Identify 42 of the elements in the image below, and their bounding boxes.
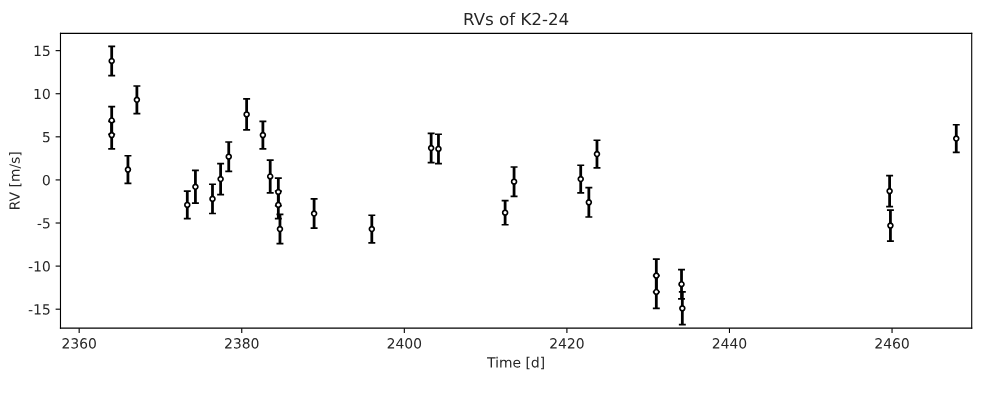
y-tick-label: -15 [28, 304, 50, 315]
point [678, 280, 685, 288]
point [679, 305, 686, 312]
point [435, 145, 442, 153]
point [427, 144, 435, 152]
point [266, 173, 274, 180]
point [953, 135, 960, 142]
y-tick-label: 0 [42, 174, 50, 186]
x-tick-label: 2400 [387, 338, 422, 349]
point [577, 175, 584, 183]
point [887, 222, 894, 229]
x-axis-title: Time [d] [487, 356, 544, 370]
x-tick-label: 2460 [875, 338, 909, 349]
point [593, 150, 601, 158]
y-tick-label: -5 [37, 218, 50, 229]
point [510, 178, 518, 185]
point [192, 183, 199, 191]
y-tick-label: 5 [42, 131, 50, 143]
y-tick-label: 15 [34, 45, 50, 57]
y-tick-label: 10 [34, 88, 50, 100]
point [259, 131, 267, 139]
chart-title: RVs of K2-24 [464, 12, 569, 26]
point [225, 153, 233, 160]
y-tick-label: -10 [28, 261, 50, 272]
x-tick-label: 2440 [712, 338, 747, 349]
x-tick-label: 2380 [225, 338, 259, 349]
x-tick-label: 2360 [62, 338, 96, 349]
point [585, 199, 593, 206]
point [209, 195, 216, 203]
point [368, 225, 376, 233]
point [124, 166, 132, 173]
x-tick-label: 2420 [550, 338, 584, 349]
point [184, 201, 191, 209]
point [217, 175, 224, 183]
point [133, 96, 141, 104]
point [108, 57, 115, 65]
point [886, 187, 893, 195]
point [276, 225, 284, 233]
y-axis-title: RV [m/s] [9, 152, 22, 209]
point [243, 111, 250, 118]
point [310, 210, 318, 217]
point [501, 209, 509, 216]
